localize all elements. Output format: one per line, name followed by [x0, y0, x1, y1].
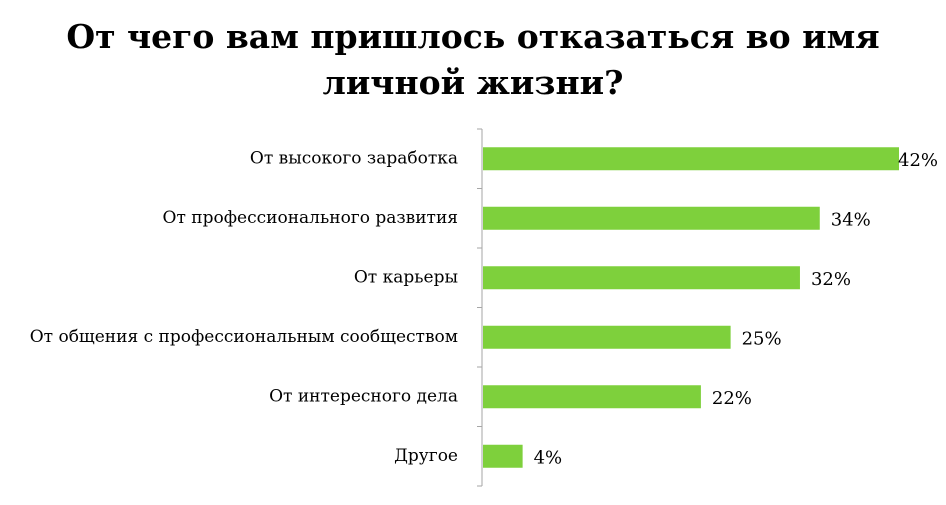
bar [483, 444, 523, 468]
data-label: 25% [742, 328, 782, 349]
bar [483, 206, 820, 230]
data-label: 22% [712, 388, 752, 409]
category-label: Другое [394, 446, 458, 466]
bar [483, 147, 899, 171]
data-label: 32% [811, 269, 851, 290]
category-label: От интересного дела [269, 386, 458, 406]
category-label: От карьеры [354, 267, 458, 287]
bars [483, 147, 899, 468]
labels: От высокого заработка 42% От профессиональ… [30, 148, 938, 468]
chart-title: От чего вам пришлось отказаться во имя л… [0, 14, 946, 106]
data-label: 4% [534, 447, 563, 468]
bar [483, 266, 800, 290]
chart-title-line-2: личной жизни? [322, 63, 624, 102]
category-axis [477, 128, 483, 487]
bar [483, 325, 731, 349]
data-label: 34% [831, 209, 871, 230]
data-label: 42% [898, 150, 938, 171]
bar [483, 385, 701, 409]
chart-title-line-1: От чего вам пришлось отказаться во имя [66, 17, 880, 56]
category-label: От профессионального развития [163, 208, 458, 228]
category-label: От общения с профессиональным сообщество… [30, 327, 458, 347]
category-label: От высокого заработка [250, 148, 458, 168]
